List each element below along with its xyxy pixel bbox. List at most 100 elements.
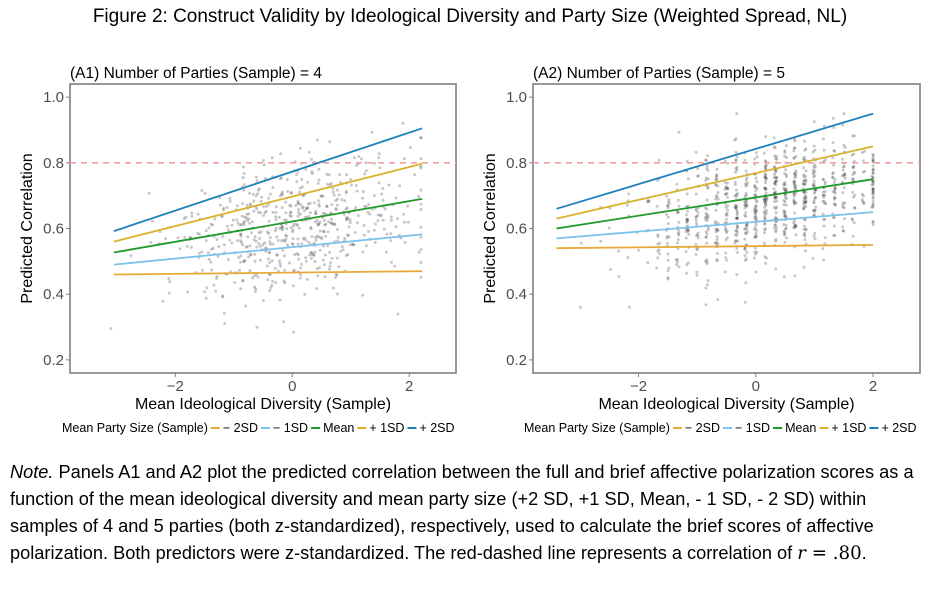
scatter-point xyxy=(803,193,807,197)
x-tick-label: 0 xyxy=(752,378,760,395)
scatter-point xyxy=(247,212,251,216)
scatter-point xyxy=(288,210,292,214)
scatter-point xyxy=(763,209,767,213)
scatter-point xyxy=(309,226,313,230)
scatter-point xyxy=(256,210,260,214)
scatter-point xyxy=(743,227,747,231)
scatter-point xyxy=(333,276,337,280)
scatter-point xyxy=(724,251,728,255)
scatter-point xyxy=(331,187,335,190)
scatter-point xyxy=(297,257,300,261)
scatter-point xyxy=(811,183,815,187)
scatter-point xyxy=(297,211,300,215)
scatter-point xyxy=(206,251,210,255)
scatter-point xyxy=(726,195,730,199)
scatter-point xyxy=(784,175,788,179)
scatter-point xyxy=(402,212,405,216)
scatter-point xyxy=(793,182,797,186)
scatter-point xyxy=(814,205,818,209)
scatter-point xyxy=(714,182,718,186)
scatter-point xyxy=(326,244,330,248)
scatter-point xyxy=(235,239,239,243)
scatter-point xyxy=(244,304,248,308)
scatter-point xyxy=(328,183,332,187)
scatter-point xyxy=(792,192,796,196)
scatter-point xyxy=(578,305,582,309)
scatter-point xyxy=(833,188,837,192)
scatter-point xyxy=(312,254,316,257)
scatter-point xyxy=(419,135,423,139)
figure-panels: (A1) Number of Parties (Sample) = 4 0.2 0.… xyxy=(19,65,921,435)
scatter-point xyxy=(753,186,757,189)
scatter-point xyxy=(745,224,749,228)
scatter-point xyxy=(754,223,758,227)
scatter-point xyxy=(735,165,739,169)
legend-label-4: + 2SD xyxy=(881,421,916,435)
scatter-point xyxy=(871,159,875,163)
scatter-point xyxy=(686,261,690,265)
scatter-point xyxy=(744,191,748,195)
scatter-point xyxy=(772,165,776,169)
scatter-point xyxy=(273,229,277,233)
scatter-point xyxy=(328,250,332,254)
scatter-point xyxy=(804,196,808,199)
scatter-point xyxy=(203,191,207,195)
scatter-point xyxy=(365,244,368,248)
scatter-point xyxy=(773,223,777,227)
scatter-point xyxy=(323,212,327,216)
scatter-point xyxy=(686,209,689,213)
scatter-point xyxy=(198,232,201,236)
scatter-point xyxy=(774,176,777,180)
scatter-point xyxy=(764,227,767,231)
scatter-point xyxy=(734,239,738,243)
scatter-point xyxy=(324,222,328,226)
scatter-point xyxy=(274,205,278,209)
scatter-point xyxy=(792,201,796,205)
scatter-point xyxy=(676,260,679,264)
scatter-point xyxy=(774,183,778,186)
scatter-point xyxy=(804,178,808,182)
scatter-point xyxy=(785,156,789,160)
scatter-point xyxy=(861,159,865,163)
scatter-point xyxy=(870,183,874,187)
scatter-point xyxy=(812,171,816,174)
scatter-point xyxy=(695,270,699,274)
scatter-point xyxy=(646,200,649,204)
scatter-point xyxy=(207,257,211,261)
scatter-point xyxy=(851,165,855,169)
scatter-point xyxy=(394,225,398,229)
scatter-point xyxy=(274,218,278,222)
scatter-point xyxy=(242,172,246,175)
scatter-point xyxy=(755,155,759,159)
scatter-point xyxy=(840,174,844,178)
scatter-point xyxy=(267,231,271,235)
scatter-point xyxy=(361,293,365,297)
scatter-point xyxy=(257,187,261,191)
scatter-point xyxy=(243,220,247,223)
scatter-point xyxy=(726,186,730,190)
scatter-point xyxy=(190,214,194,218)
scatter-point xyxy=(676,198,680,202)
scatter-point xyxy=(871,181,875,185)
scatter-point xyxy=(419,157,423,161)
scatter-point xyxy=(774,207,778,210)
scatter-point xyxy=(734,204,738,208)
scatter-point xyxy=(853,206,857,209)
scatter-point xyxy=(823,193,827,197)
scatter-point xyxy=(230,241,234,245)
scatter-point xyxy=(792,194,796,198)
scatter-point xyxy=(338,173,341,177)
scatter-point xyxy=(291,237,295,241)
scatter-point xyxy=(734,137,738,141)
scatter-point xyxy=(726,204,730,208)
scatter-point xyxy=(284,200,288,204)
scatter-point xyxy=(813,231,817,235)
scatter-point xyxy=(793,225,797,229)
scatter-point xyxy=(823,218,827,221)
scatter-point xyxy=(218,203,222,207)
scatter-point xyxy=(363,172,367,176)
scatter-point xyxy=(705,198,709,202)
scatter-point xyxy=(802,182,805,186)
scatter-point xyxy=(278,259,281,263)
legend-label-4: + 2SD xyxy=(419,421,454,435)
